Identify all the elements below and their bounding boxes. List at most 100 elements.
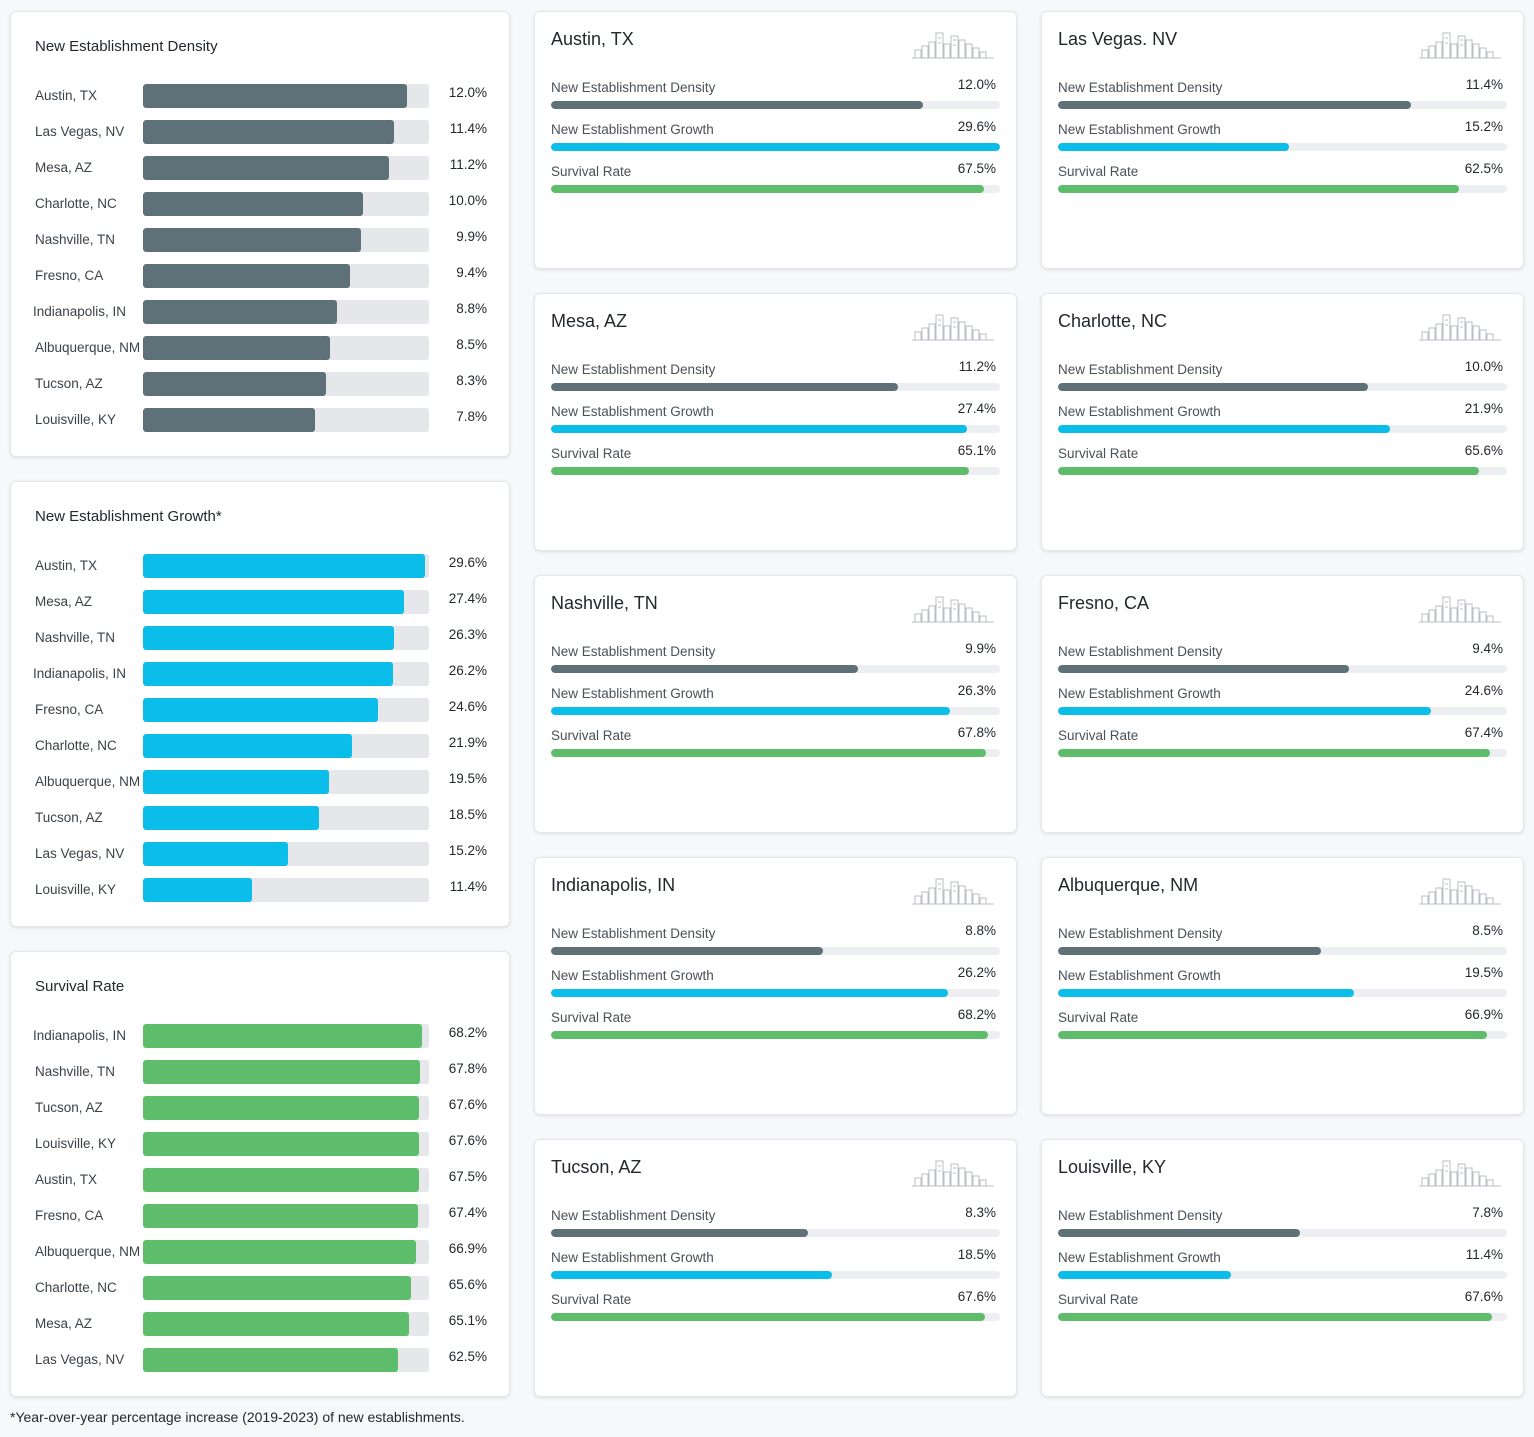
metric-bar-track (1058, 185, 1507, 193)
metric-label: New Establishment Growth (1058, 1250, 1221, 1265)
city-card: Indianapolis, IN New Establishment Densit… (534, 857, 1017, 1115)
city-name: Fresno, CA (1058, 593, 1150, 613)
city-card: Tucson, AZ New Establishment Density 8.3% N… (534, 1139, 1017, 1397)
metric-bar-track (551, 467, 1000, 475)
metric-label: New Establishment Growth (551, 1250, 714, 1265)
metric-value: 67.6% (957, 1289, 996, 1304)
footnote: *Year-over-year percentage increase (201… (10, 1409, 465, 1425)
bar-row: Tucson, AZ 18.5% (11, 806, 511, 830)
metric-bar-track (551, 1031, 1000, 1039)
bar-row: Albuquerque, NM 19.5% (11, 770, 511, 794)
metric-bar (551, 383, 898, 391)
metric-label: Survival Rate (551, 728, 632, 743)
metric-bar (551, 101, 923, 109)
metric-bar (551, 143, 1000, 151)
bar (143, 1168, 419, 1192)
city-card: Albuquerque, NM New Establishment Density… (1041, 857, 1524, 1115)
metric-value: 11.4% (1465, 77, 1503, 92)
bar-value-label: 68.2% (448, 1025, 487, 1040)
bar (143, 1132, 420, 1156)
city-name: Nashville, TN (551, 593, 658, 613)
metric-label: New Establishment Density (1058, 644, 1223, 659)
bar (143, 662, 393, 686)
city-metric: New Establishment Growth 21.9% (1058, 401, 1507, 441)
bar (143, 1312, 409, 1336)
density-ranking-panel: New Establishment Density Austin, TX 12.0… (10, 11, 510, 457)
city-metric: New Establishment Density 7.8% (1058, 1205, 1507, 1245)
city-card: Nashville, TN New Establishment Density 9.… (534, 575, 1017, 833)
metric-value: 8.5% (1472, 923, 1503, 938)
metric-value: 10.0% (1464, 359, 1503, 374)
metric-value: 27.4% (957, 401, 996, 416)
bar-category-label: Las Vegas, NV (35, 124, 125, 139)
bar-track (143, 120, 429, 144)
metric-value: 65.1% (957, 443, 996, 458)
metric-value: 62.5% (1464, 161, 1503, 176)
bar-value-label: 65.6% (448, 1277, 487, 1292)
bar-row: Fresno, CA 67.4% (11, 1204, 511, 1228)
city-metric: Survival Rate 66.9% (1058, 1007, 1507, 1047)
bar-row: Fresno, CA 9.4% (11, 264, 511, 288)
metric-value: 8.8% (965, 923, 996, 938)
city-metric: Survival Rate 67.5% (551, 161, 1000, 201)
growth-ranking-title: New Establishment Growth* (35, 508, 222, 525)
bar-track (143, 84, 429, 108)
bar-category-label: Mesa, AZ (35, 594, 93, 609)
bar-row: Austin, TX 12.0% (11, 84, 511, 108)
metric-bar-track (551, 101, 1000, 109)
bar-track (143, 1204, 429, 1228)
bar-track (143, 408, 429, 432)
metric-value: 19.5% (1464, 965, 1503, 980)
metric-bar-track (1058, 707, 1507, 715)
metric-bar (551, 1229, 808, 1237)
bar-value-label: 7.8% (456, 409, 487, 424)
metric-bar (551, 185, 984, 193)
bar-value-label: 21.9% (448, 735, 487, 750)
metric-label: Survival Rate (1058, 1010, 1139, 1025)
metric-bar-track (1058, 1313, 1507, 1321)
metric-bar (1058, 1271, 1231, 1279)
city-card: Las Vegas. NV New Establishment Density 11… (1041, 11, 1524, 269)
bar-category-label: Albuquerque, NM (35, 340, 141, 355)
bar-track (143, 372, 429, 396)
survival-ranking-title: Survival Rate (35, 978, 125, 995)
metric-label: New Establishment Growth (551, 968, 714, 983)
city-name: Albuquerque, NM (1058, 875, 1199, 895)
bar-row: Las Vegas, NV 15.2% (11, 842, 511, 866)
bar-category-label: Charlotte, NC (35, 196, 117, 211)
bar-value-label: 8.8% (456, 301, 487, 316)
bar-track (143, 806, 429, 830)
metric-bar-track (1058, 1229, 1507, 1237)
bar-category-label: Fresno, CA (35, 1208, 104, 1223)
bar (143, 84, 407, 108)
metric-label: New Establishment Growth (551, 686, 714, 701)
bar-track (143, 770, 429, 794)
metric-bar (1058, 425, 1391, 433)
bar-category-label: Austin, TX (35, 558, 98, 573)
bar-track (143, 228, 429, 252)
metric-bar (551, 425, 967, 433)
metric-label: Survival Rate (551, 1010, 632, 1025)
city-metric: New Establishment Density 11.4% (1058, 77, 1507, 117)
city-metric: New Establishment Density 9.4% (1058, 641, 1507, 681)
bar-track (143, 1312, 429, 1336)
city-metric: New Establishment Density 11.2% (551, 359, 1000, 399)
metric-bar (1058, 989, 1354, 997)
city-metric: Survival Rate 67.4% (1058, 725, 1507, 765)
bar-row: Indianapolis, IN 68.2% (11, 1024, 511, 1048)
metric-label: New Establishment Growth (1058, 122, 1221, 137)
metric-bar-track (1058, 989, 1507, 997)
city-metric: New Establishment Density 10.0% (1058, 359, 1507, 399)
bar-value-label: 67.8% (448, 1061, 487, 1076)
city-card: Austin, TX New Establishment Density 12.0%… (534, 11, 1017, 269)
metric-bar (551, 1313, 985, 1321)
metric-bar-track (551, 1313, 1000, 1321)
bar-row: Indianapolis, IN 8.8% (11, 300, 511, 324)
bar (143, 300, 337, 324)
bar-value-label: 29.6% (448, 555, 487, 570)
city-metric: New Establishment Growth 18.5% (551, 1247, 1000, 1287)
city-skyline-icon (910, 876, 996, 906)
metric-label: New Establishment Density (1058, 926, 1223, 941)
metric-label: New Establishment Density (1058, 1208, 1223, 1223)
density-ranking-title: New Establishment Density (35, 38, 218, 55)
